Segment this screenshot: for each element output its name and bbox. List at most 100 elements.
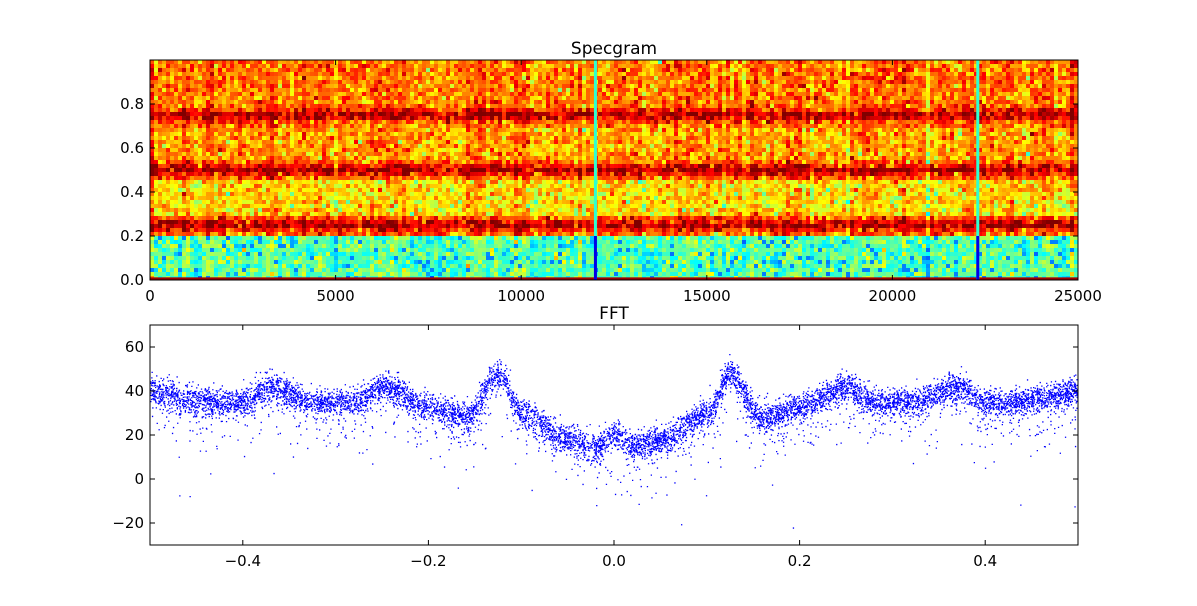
heatmap-cell bbox=[186, 88, 191, 93]
heatmap-cell bbox=[986, 76, 991, 81]
heatmap-cell bbox=[862, 68, 867, 73]
heatmap-cell bbox=[242, 132, 247, 137]
heatmap-cell bbox=[966, 136, 971, 141]
heatmap-cell bbox=[1074, 132, 1078, 137]
heatmap-cell bbox=[698, 124, 703, 129]
heatmap-cell bbox=[246, 64, 251, 69]
heatmap-cell bbox=[298, 72, 303, 77]
heatmap-cell bbox=[370, 88, 375, 93]
heatmap-cell bbox=[686, 84, 691, 89]
heatmap-cell bbox=[802, 108, 807, 113]
heatmap-cell bbox=[410, 112, 415, 117]
heatmap-cell bbox=[686, 128, 691, 133]
heatmap-cell bbox=[710, 84, 715, 89]
heatmap-cell bbox=[290, 84, 295, 89]
heatmap-cell bbox=[674, 140, 679, 145]
heatmap-cell bbox=[626, 116, 631, 121]
heatmap-cell bbox=[318, 76, 323, 81]
heatmap-cell bbox=[174, 64, 179, 69]
heatmap-cell bbox=[466, 140, 471, 145]
heatmap-cell bbox=[678, 72, 683, 77]
heatmap-cell bbox=[574, 140, 579, 145]
heatmap-cell bbox=[914, 60, 919, 65]
heatmap-cell bbox=[826, 132, 831, 137]
heatmap-cell bbox=[158, 104, 163, 109]
heatmap-cell bbox=[834, 68, 839, 73]
heatmap-cell bbox=[514, 132, 519, 137]
heatmap-cell bbox=[698, 108, 703, 113]
heatmap-cell bbox=[326, 76, 331, 81]
heatmap-cell bbox=[1046, 120, 1051, 125]
heatmap-cell bbox=[586, 116, 591, 121]
heatmap-cell bbox=[934, 80, 939, 85]
heatmap-cell bbox=[982, 80, 987, 85]
heatmap-cell bbox=[750, 60, 755, 65]
heatmap-cell bbox=[306, 92, 311, 97]
heatmap-cell bbox=[874, 92, 879, 97]
heatmap-cell bbox=[654, 80, 659, 85]
heatmap-cell bbox=[638, 100, 643, 105]
heatmap-cell bbox=[290, 140, 295, 145]
heatmap-cell bbox=[1058, 108, 1063, 113]
heatmap-cell bbox=[770, 124, 775, 129]
heatmap-cell bbox=[294, 72, 299, 77]
heatmap-cell bbox=[342, 60, 347, 65]
heatmap-cell bbox=[378, 136, 383, 141]
heatmap-cell bbox=[302, 80, 307, 85]
heatmap-cell bbox=[546, 108, 551, 113]
heatmap-cell bbox=[710, 108, 715, 113]
heatmap-cell bbox=[290, 120, 295, 125]
heatmap-cell bbox=[978, 140, 983, 145]
heatmap-cell bbox=[670, 60, 675, 65]
heatmap-cell bbox=[194, 104, 199, 109]
heatmap-cell bbox=[1034, 92, 1039, 97]
heatmap-cell bbox=[370, 128, 375, 133]
heatmap-cell bbox=[1074, 88, 1078, 93]
heatmap-cell bbox=[638, 72, 643, 77]
heatmap-cell bbox=[682, 100, 687, 105]
heatmap-cell bbox=[942, 76, 947, 81]
heatmap-cell bbox=[502, 100, 507, 105]
heatmap-cell bbox=[534, 116, 539, 121]
heatmap-cell bbox=[278, 72, 283, 77]
heatmap-cell bbox=[226, 128, 231, 133]
heatmap-cell bbox=[390, 120, 395, 125]
heatmap-cell bbox=[718, 72, 723, 77]
heatmap-cell bbox=[822, 88, 827, 93]
heatmap-cell bbox=[774, 76, 779, 81]
heatmap-cell bbox=[518, 120, 523, 125]
heatmap-cell bbox=[366, 76, 371, 81]
heatmap-cell bbox=[750, 120, 755, 125]
heatmap-cell bbox=[326, 136, 331, 141]
heatmap-cell bbox=[570, 76, 575, 81]
heatmap-cell bbox=[738, 60, 743, 65]
heatmap-cell bbox=[338, 100, 343, 105]
heatmap-cell bbox=[178, 96, 183, 101]
heatmap-cell bbox=[370, 100, 375, 105]
heatmap-cell bbox=[1014, 80, 1019, 85]
heatmap-cell bbox=[714, 124, 719, 129]
heatmap-cell bbox=[1022, 96, 1027, 101]
heatmap-cell bbox=[226, 104, 231, 109]
heatmap-cell bbox=[618, 132, 623, 137]
heatmap-cell bbox=[446, 108, 451, 113]
heatmap-cell bbox=[322, 120, 327, 125]
heatmap-cell bbox=[426, 120, 431, 125]
heatmap-cell bbox=[434, 120, 439, 125]
heatmap-cell bbox=[766, 112, 771, 117]
heatmap-cell bbox=[582, 140, 587, 145]
heatmap-cell bbox=[182, 136, 187, 141]
heatmap-cell bbox=[646, 64, 651, 69]
heatmap-cell bbox=[982, 112, 987, 117]
heatmap-cell bbox=[378, 100, 383, 105]
heatmap-cell bbox=[930, 116, 935, 121]
heatmap-cell bbox=[582, 124, 587, 129]
heatmap-cell bbox=[194, 68, 199, 73]
heatmap-cell bbox=[314, 88, 319, 93]
heatmap-cell bbox=[458, 120, 463, 125]
heatmap-cell bbox=[1046, 84, 1051, 89]
heatmap-cell bbox=[418, 96, 423, 101]
heatmap-cell bbox=[574, 124, 579, 129]
heatmap-cell bbox=[406, 120, 411, 125]
heatmap-cell bbox=[502, 96, 507, 101]
